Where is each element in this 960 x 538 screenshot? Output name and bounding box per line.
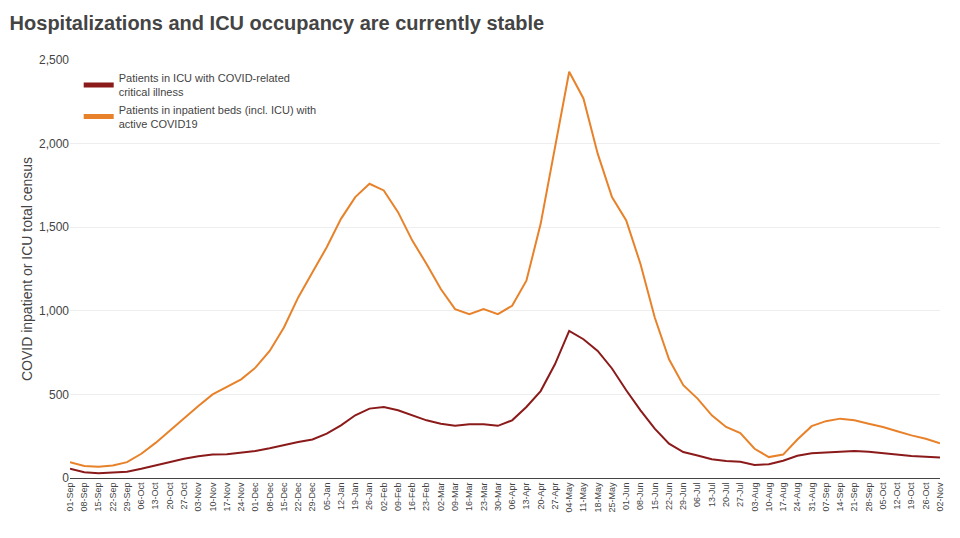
svg-text:07-Sep: 07-Sep xyxy=(821,483,831,512)
svg-text:Hospitalizations and ICU occup: Hospitalizations and ICU occupancy are c… xyxy=(10,12,545,34)
svg-text:2,500: 2,500 xyxy=(39,53,69,67)
svg-text:Patients in inpatient beds (in: Patients in inpatient beds (incl. ICU) w… xyxy=(119,104,316,130)
svg-text:24-Nov: 24-Nov xyxy=(236,482,246,512)
svg-text:10-Aug: 10-Aug xyxy=(764,483,774,512)
svg-text:31-Aug: 31-Aug xyxy=(807,483,817,512)
svg-text:03-Aug: 03-Aug xyxy=(750,483,760,512)
svg-text:06-Apr: 06-Apr xyxy=(507,483,517,510)
svg-text:08-Sep: 08-Sep xyxy=(79,483,89,512)
svg-text:0: 0 xyxy=(62,471,69,485)
svg-text:13-Oct: 13-Oct xyxy=(150,482,160,510)
svg-text:25-May: 25-May xyxy=(607,482,617,513)
svg-text:18-May: 18-May xyxy=(593,482,603,513)
svg-text:15-Sep: 15-Sep xyxy=(93,483,103,512)
svg-text:21-Sep: 21-Sep xyxy=(849,483,859,512)
svg-text:14-Sep: 14-Sep xyxy=(835,483,845,512)
svg-text:22-Dec: 22-Dec xyxy=(293,482,303,512)
svg-text:06-Oct: 06-Oct xyxy=(136,482,146,510)
svg-text:500: 500 xyxy=(49,388,69,402)
svg-text:12-Oct: 12-Oct xyxy=(892,482,902,510)
svg-text:17-Aug: 17-Aug xyxy=(778,483,788,512)
svg-text:15-Jun: 15-Jun xyxy=(650,483,660,511)
svg-text:20-Apr: 20-Apr xyxy=(536,483,546,510)
svg-text:27-Jul: 27-Jul xyxy=(735,483,745,508)
svg-text:19-Jan: 19-Jan xyxy=(350,483,360,511)
svg-text:1,500: 1,500 xyxy=(39,220,69,234)
svg-text:20-Oct: 20-Oct xyxy=(165,482,175,510)
svg-text:05-Jan: 05-Jan xyxy=(322,483,332,511)
svg-text:27-Oct: 27-Oct xyxy=(179,482,189,510)
svg-text:17-Nov: 17-Nov xyxy=(222,482,232,512)
svg-text:01-Sep: 01-Sep xyxy=(65,483,75,512)
svg-text:22-Sep: 22-Sep xyxy=(108,483,118,512)
svg-text:COVID inpatient or ICU total c: COVID inpatient or ICU total census xyxy=(19,157,35,381)
svg-text:29-Jun: 29-Jun xyxy=(678,483,688,511)
svg-text:30-Mar: 30-Mar xyxy=(493,483,503,512)
svg-text:20-Jul: 20-Jul xyxy=(721,483,731,508)
svg-text:22-Jun: 22-Jun xyxy=(664,483,674,511)
svg-text:29-Sep: 29-Sep xyxy=(122,483,132,512)
svg-text:10-Nov: 10-Nov xyxy=(208,482,218,512)
svg-text:23-Mar: 23-Mar xyxy=(479,483,489,512)
svg-text:09-Mar: 09-Mar xyxy=(450,483,460,512)
svg-text:28-Sep: 28-Sep xyxy=(864,483,874,512)
svg-text:12-Jan: 12-Jan xyxy=(336,483,346,511)
svg-text:13-Jul: 13-Jul xyxy=(707,483,717,508)
svg-text:16-Mar: 16-Mar xyxy=(464,483,474,512)
svg-text:11-May: 11-May xyxy=(578,482,588,512)
svg-text:02-Feb: 02-Feb xyxy=(379,483,389,512)
svg-text:08-Dec: 08-Dec xyxy=(265,482,275,512)
svg-text:05-Oct: 05-Oct xyxy=(878,482,888,510)
svg-text:04-May: 04-May xyxy=(564,482,574,513)
svg-text:02-Nov: 02-Nov xyxy=(935,482,945,512)
svg-text:03-Nov: 03-Nov xyxy=(193,482,203,512)
svg-text:23-Feb: 23-Feb xyxy=(421,483,431,512)
svg-text:16-Feb: 16-Feb xyxy=(407,483,417,512)
svg-text:2,000: 2,000 xyxy=(39,137,69,151)
svg-text:13-Apr: 13-Apr xyxy=(521,483,531,510)
svg-text:19-Oct: 19-Oct xyxy=(906,482,916,510)
svg-text:08-Jun: 08-Jun xyxy=(635,483,645,511)
svg-text:01-Jun: 01-Jun xyxy=(621,483,631,511)
svg-text:06-Jul: 06-Jul xyxy=(692,483,702,508)
svg-text:26-Jan: 26-Jan xyxy=(364,483,374,511)
svg-text:26-Oct: 26-Oct xyxy=(921,482,931,510)
svg-text:27-Apr: 27-Apr xyxy=(550,483,560,510)
svg-text:15-Dec: 15-Dec xyxy=(279,482,289,512)
svg-text:09-Feb: 09-Feb xyxy=(393,483,403,512)
svg-text:29-Dec: 29-Dec xyxy=(307,482,317,512)
svg-text:24-Aug: 24-Aug xyxy=(792,483,802,512)
svg-text:01-Dec: 01-Dec xyxy=(250,482,260,512)
svg-text:1,000: 1,000 xyxy=(39,304,69,318)
svg-text:Patients in ICU with COVID-rel: Patients in ICU with COVID-relatedcritic… xyxy=(119,72,290,98)
svg-text:02-Mar: 02-Mar xyxy=(436,483,446,512)
